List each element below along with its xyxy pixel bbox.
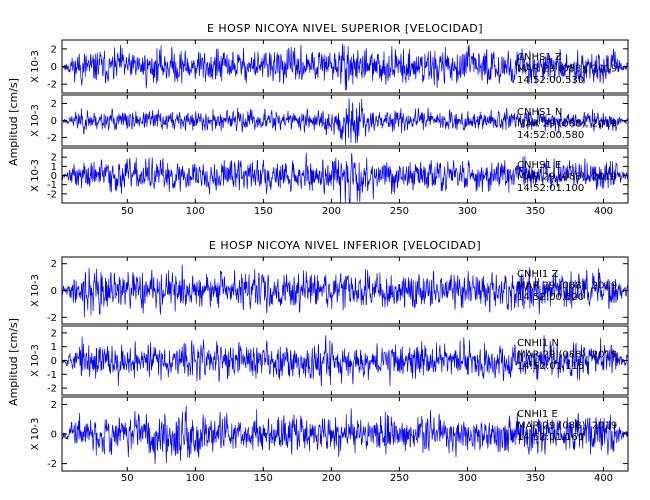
y-tick-label: 0 [51, 430, 57, 441]
x-tick-label: 100 [186, 206, 205, 217]
x-tick-label: 350 [526, 206, 545, 217]
annotation-line: MAR 29 (088), 2019 [517, 421, 617, 432]
y-tick-label: -1 [47, 180, 57, 191]
x-tick-label: 150 [254, 473, 273, 484]
y-tick-label: -1 [47, 370, 57, 381]
y-tick-label: 2 [51, 153, 57, 164]
annotation-line: 14:52:00.520 [517, 292, 584, 303]
scale-factor-label: X 10-3 [30, 159, 41, 192]
x-tick-label: 250 [390, 206, 409, 217]
annotation-line: 14:52:01.100 [517, 183, 584, 194]
x-tick-label: 400 [594, 473, 613, 484]
y-tick-label: 0 [51, 286, 57, 297]
annotation-line: MAR 29 (088), 2019 [517, 119, 617, 130]
annotation-line: 14:52:01.160 [517, 432, 584, 443]
y-tick-label: -2 [47, 459, 57, 470]
seismic-trace [62, 335, 628, 387]
chart-title: E HOSP NICOYA NIVEL SUPERIOR [VELOCIDAD] [207, 22, 483, 35]
scale-factor-label: X 10-3 [30, 418, 41, 451]
y-tick-label: 0 [51, 171, 57, 182]
y-tick-label: 0 [51, 116, 57, 127]
y-tick-label: 0 [51, 62, 57, 73]
annotation-line: CNHI1 Z [517, 269, 558, 280]
annotation-line: MAR 29 (088), 2019 [517, 281, 617, 292]
scale-factor-label: X 10-3 [30, 274, 41, 307]
chart-title: E HOSP NICOYA NIVEL INFERIOR [VELOCIDAD] [209, 239, 481, 252]
y-axis-label: Amplitud [cm/s] [7, 318, 20, 406]
annotation-line: MAR 29 (088), 2019 [517, 350, 617, 361]
x-tick-label: 200 [322, 473, 341, 484]
x-tick-label: 300 [458, 206, 477, 217]
x-tick-label: 250 [390, 473, 409, 484]
y-tick-label: 2 [51, 44, 57, 55]
y-tick-label: -2 [47, 313, 57, 324]
y-tick-label: 0 [51, 356, 57, 367]
scale-factor-label: X 10-3 [30, 50, 41, 83]
y-tick-label: 2 [51, 99, 57, 110]
x-tick-label: 150 [254, 206, 273, 217]
seismic-trace [62, 43, 628, 91]
y-tick-label: -2 [47, 189, 57, 200]
y-tick-label: 1 [51, 342, 57, 353]
seismic-trace [62, 405, 628, 464]
y-tick-label: 2 [51, 400, 57, 411]
annotation-line: CNHS1 N [517, 107, 562, 118]
y-tick-label: 1 [51, 162, 57, 173]
annotation-line: MAR 29 (088), 2019 [517, 64, 617, 75]
annotation-line: CNHI1 N [517, 338, 559, 349]
annotation-line: 14:52:00.580 [517, 130, 584, 141]
annotation-line: CNHS1 E [517, 160, 561, 171]
annotation-line: 14:52:01.115 [517, 361, 584, 372]
annotation-line: MAR 29 (088), 2019 [517, 172, 617, 183]
scale-factor-label: X 10-3 [30, 344, 41, 377]
annotation-line: CNHS1 Z [517, 52, 562, 63]
y-axis-label: Amplitud [cm/s] [7, 78, 20, 166]
x-tick-label: 50 [121, 206, 134, 217]
x-tick-label: 200 [322, 206, 341, 217]
x-tick-label: 300 [458, 473, 477, 484]
x-tick-label: 50 [121, 473, 134, 484]
seismic-trace [62, 264, 628, 318]
seismic-trace [62, 98, 628, 145]
chart-group-2: E HOSP NICOYA NIVEL INFERIOR [VELOCIDAD]… [7, 239, 629, 484]
y-tick-label: -2 [47, 384, 57, 395]
y-tick-label: -2 [47, 133, 57, 144]
y-tick-label: 2 [51, 328, 57, 339]
y-tick-label: 2 [51, 259, 57, 270]
scale-factor-label: X 10-3 [30, 104, 41, 137]
seismic-trace [62, 153, 628, 203]
chart-group-1: E HOSP NICOYA NIVEL SUPERIOR [VELOCIDAD]… [7, 22, 629, 217]
x-tick-label: 400 [594, 206, 613, 217]
y-tick-label: -2 [47, 80, 57, 91]
annotation-line: 14:52:00.530 [517, 75, 584, 86]
annotation-line: CNHI1 E [517, 409, 558, 420]
x-tick-label: 350 [526, 473, 545, 484]
x-tick-label: 100 [186, 473, 205, 484]
